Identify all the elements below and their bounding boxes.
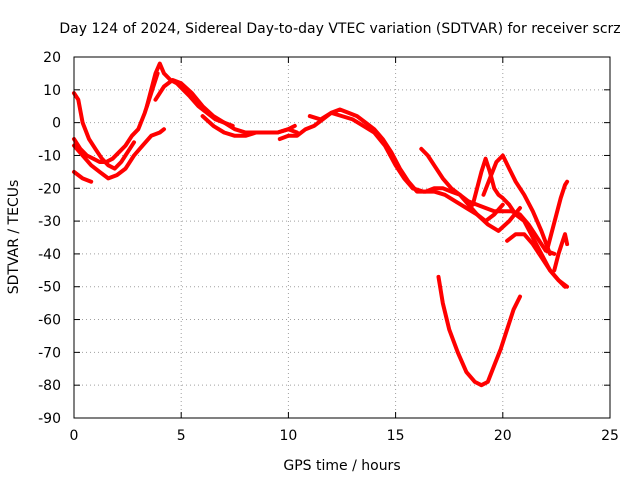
y-tick-label: -30 (38, 214, 61, 230)
tick-labels: 0 5 10 15 20 25 -90 -80 -70 -60 -50 -40 -30 -20 -10 0 10… (38, 50, 619, 444)
series-arc-6 (153, 78, 299, 135)
y-tick-label: -70 (38, 345, 61, 361)
series-arc-10 (410, 186, 522, 233)
plot-frame (73, 56, 611, 419)
axis-ticks (73, 56, 611, 419)
series-arc-4 (72, 169, 94, 184)
y-axis-label: SDTVAR / TECUs (6, 180, 22, 295)
series-arc-15 (545, 179, 570, 250)
x-tick-label: 15 (387, 428, 405, 444)
y-tick-label: 20 (43, 50, 61, 66)
y-tick-label: -20 (38, 181, 61, 197)
series-arc-1 (72, 91, 136, 171)
y-tick-label: -80 (38, 378, 61, 394)
x-tick-label: 25 (601, 428, 619, 444)
y-tick-label: -50 (38, 280, 61, 296)
series-arc-17 (436, 274, 522, 388)
series-arc-8 (277, 107, 505, 224)
y-tick-label: -10 (38, 148, 61, 164)
x-axis-label: GPS time / hours (283, 458, 400, 474)
y-tick-label: -90 (38, 411, 61, 427)
series-arc-16 (552, 232, 570, 273)
y-tick-label: -40 (38, 247, 61, 263)
series-arc-13 (481, 153, 552, 256)
series-group (72, 61, 570, 388)
series-arc-9 (307, 110, 415, 191)
series-arc-2 (72, 71, 160, 164)
grid (74, 57, 610, 418)
series-arc-11 (419, 146, 557, 256)
y-tick-label: 0 (52, 116, 61, 132)
x-tick-label: 5 (177, 428, 186, 444)
series-arc-3 (72, 127, 166, 181)
series-arc-14 (505, 232, 570, 289)
x-tick-label: 0 (70, 428, 79, 444)
x-tick-label: 20 (494, 428, 512, 444)
x-tick-label: 10 (279, 428, 297, 444)
y-tick-label: 10 (43, 83, 61, 99)
y-tick-label: -60 (38, 313, 61, 329)
series-arc-7 (200, 114, 297, 138)
chart-title: Day 124 of 2024, Sidereal Day-to-day VTE… (59, 21, 620, 37)
